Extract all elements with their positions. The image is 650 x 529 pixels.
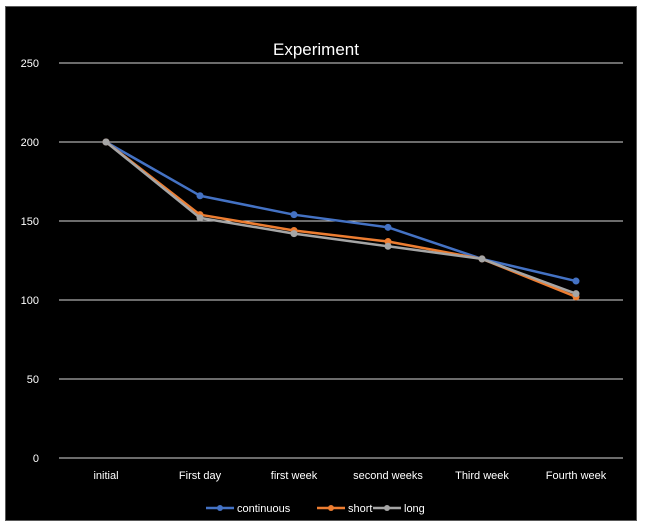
series-short	[102, 138, 580, 301]
data-point-long	[290, 230, 298, 238]
x-tick-label: Third week	[455, 470, 509, 482]
series-continuous	[102, 138, 580, 285]
legend-marker-long	[384, 505, 390, 511]
data-point-long	[384, 242, 392, 250]
legend: continuous short long	[206, 503, 425, 515]
data-point-long	[196, 214, 204, 222]
x-tick-label: First day	[179, 470, 222, 482]
data-point-continuous	[290, 211, 298, 219]
y-tick-label: 0	[33, 453, 39, 465]
legend-marker-short	[328, 505, 334, 511]
series-long	[102, 138, 580, 298]
chart-frame: Experiment 0 50 100 150 200 250 initial First …	[5, 6, 637, 521]
x-tick-label: Fourth week	[546, 470, 607, 482]
series-line-long	[105, 141, 577, 295]
series-line-short	[105, 141, 577, 298]
data-point-continuous	[572, 277, 580, 285]
data-point-long	[572, 290, 580, 298]
x-tick-label: first week	[271, 470, 318, 482]
series-line-continuous	[105, 140, 577, 283]
legend-marker-continuous	[217, 505, 223, 511]
x-tick-label: initial	[93, 470, 118, 482]
data-point-long	[478, 255, 486, 263]
y-tick-label: 200	[21, 137, 39, 149]
y-tick-label: 50	[27, 374, 39, 386]
y-tick-label: 250	[21, 58, 39, 70]
data-point-continuous	[196, 192, 204, 200]
legend-label-short: short	[348, 503, 372, 515]
line-chart: Experiment 0 50 100 150 200 250 initial First …	[21, 40, 623, 515]
x-tick-label: second weeks	[353, 470, 423, 482]
legend-label-continuous: continuous	[237, 503, 291, 515]
chart-title: Experiment	[273, 40, 359, 59]
y-tick-label: 100	[21, 295, 39, 307]
y-tick-label: 150	[21, 216, 39, 228]
legend-label-long: long	[404, 503, 425, 515]
data-point-continuous	[384, 223, 392, 231]
data-point-long	[102, 138, 110, 146]
